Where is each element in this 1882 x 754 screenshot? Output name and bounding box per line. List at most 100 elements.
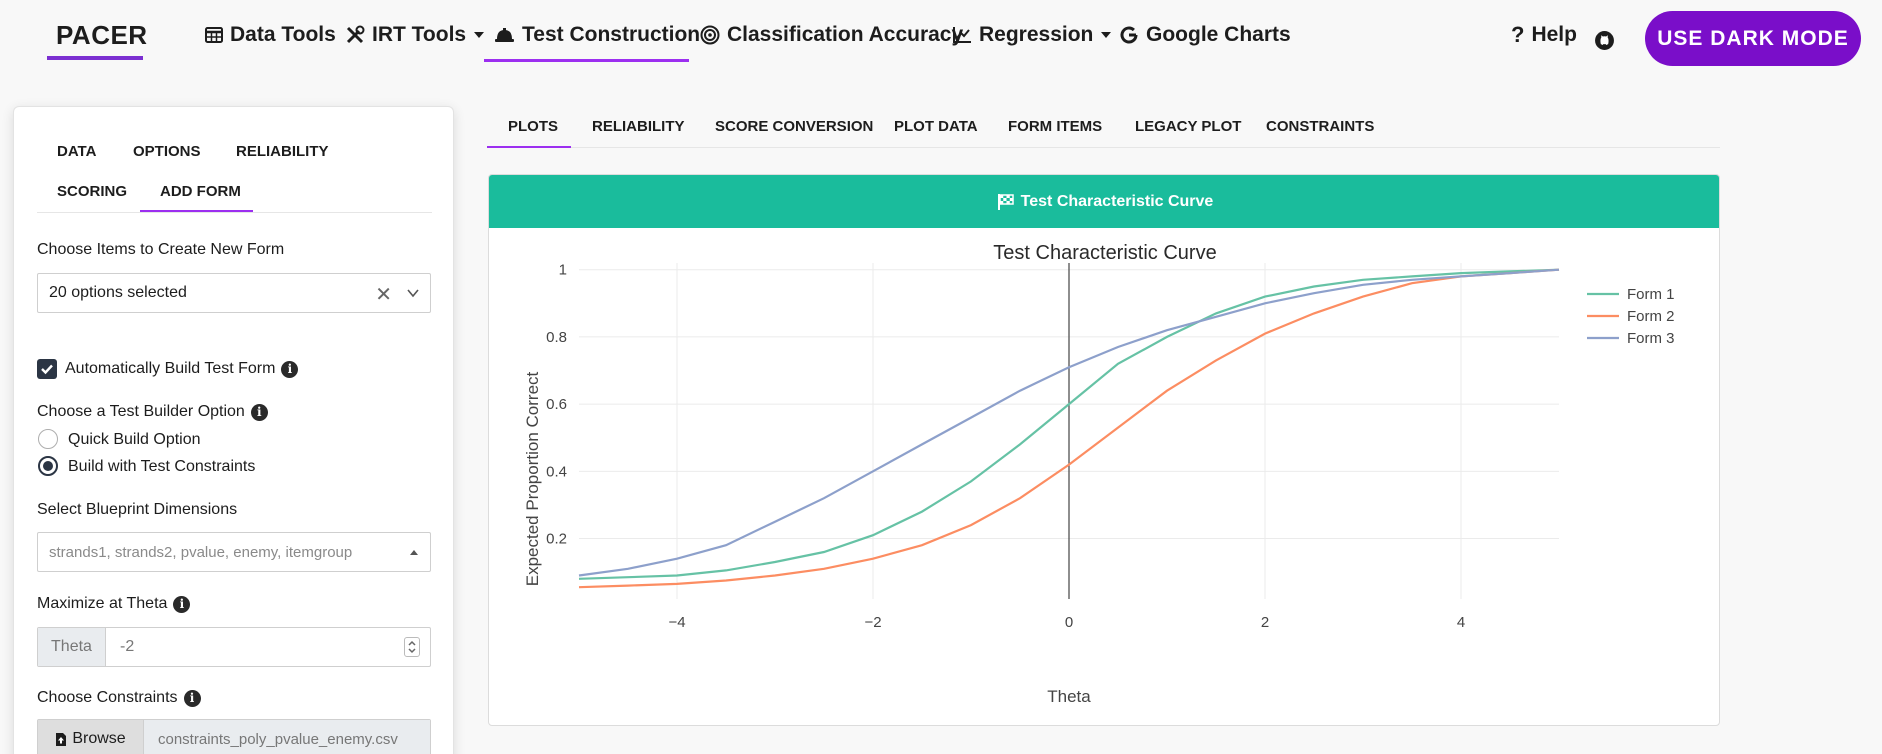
main-tab-divider <box>487 147 1720 148</box>
chart-legend[interactable]: Form 1 Form 2 Form 3 <box>1587 286 1675 347</box>
nav-data-tools-label: Data Tools <box>230 23 336 46</box>
auto-build-label: Automatically Build Test Form i <box>65 360 299 378</box>
x-tick-label: 0 <box>1065 614 1073 631</box>
sidebar-panel: DATA OPTIONS RELIABILITY SCORING ADD FOR… <box>13 106 454 754</box>
nav-test-construction[interactable]: Test Construction <box>494 22 700 48</box>
nav-regression-label: Regression <box>979 23 1094 46</box>
google-icon <box>1120 26 1138 44</box>
builder-label-text: Choose a Test Builder Option <box>37 403 245 420</box>
legend-item[interactable]: Form 2 <box>1627 308 1675 325</box>
items-label: Choose Items to Create New Form <box>37 241 284 259</box>
nav-regression[interactable]: Regression <box>952 22 1112 48</box>
y-tick-label: 1 <box>559 262 567 279</box>
github-link[interactable] <box>1594 27 1615 53</box>
constraints-build-label[interactable]: Build with Test Constraints <box>68 458 256 475</box>
tab-legacy-plot[interactable]: LEGACY PLOT <box>1135 118 1242 135</box>
line-chart-icon <box>953 27 971 43</box>
nav-irt-tools[interactable]: IRT Tools <box>345 22 485 48</box>
constraints-label-text: Choose Constraints <box>37 689 178 706</box>
tab-reliability[interactable]: RELIABILITY <box>592 118 685 135</box>
theta-addon: Theta <box>38 628 106 666</box>
brand-underline <box>47 56 143 60</box>
sidebar-tab-scoring[interactable]: SCORING <box>57 183 128 200</box>
chart-title: Test Characteristic Curve <box>993 242 1216 264</box>
quick-build-radio[interactable] <box>38 429 58 449</box>
items-select[interactable]: 20 options selected ✕ <box>37 273 431 313</box>
legend-item[interactable]: Form 1 <box>1627 286 1675 303</box>
chevron-down-icon <box>407 289 419 298</box>
constraints-label: Choose Constraints i <box>37 689 201 707</box>
builder-label: Choose a Test Builder Option i <box>37 403 268 421</box>
x-tick-label: 2 <box>1261 614 1269 631</box>
info-icon[interactable]: i <box>183 689 201 707</box>
sidebar-tab-options[interactable]: OPTIONS <box>133 143 201 160</box>
sidebar-tab-reliability[interactable]: RELIABILITY <box>236 143 329 160</box>
tcc-card: Test Characteristic Curve Test Character… <box>488 174 1720 726</box>
table-icon <box>205 27 223 43</box>
sidebar-tab-data[interactable]: DATA <box>57 143 97 160</box>
dark-mode-button[interactable]: USE DARK MODE <box>1645 11 1861 66</box>
brand-logo[interactable]: PACER <box>56 20 148 50</box>
x-tick-label: −2 <box>864 614 881 631</box>
card-title: Test Characteristic Curve <box>1020 192 1214 210</box>
bullseye-icon <box>700 25 720 45</box>
series-line-1[interactable] <box>578 268 1560 580</box>
tab-form-items[interactable]: FORM ITEMS <box>1008 118 1103 135</box>
x-axis-title: Theta <box>1047 687 1091 706</box>
chart-series[interactable] <box>578 268 1560 589</box>
tools-icon <box>346 25 365 44</box>
constraints-filename[interactable]: constraints_poly_pvalue_enemy.csv <box>144 720 430 754</box>
y-tick-label: 0.2 <box>546 531 567 548</box>
nav-google-charts-label: Google Charts <box>1146 23 1291 46</box>
github-icon <box>1595 30 1614 50</box>
card-header: Test Characteristic Curve <box>489 175 1719 228</box>
nav-irt-tools-label: IRT Tools <box>372 23 467 46</box>
sidebar-active-tab-indicator <box>140 210 253 212</box>
info-icon[interactable]: i <box>250 403 268 421</box>
sidebar-tab-add-form[interactable]: ADD FORM <box>160 183 241 200</box>
chart-axes: −4 −2 0 2 4 0.2 0.4 0.6 0.8 1 <box>546 262 1465 631</box>
info-icon[interactable]: i <box>173 595 191 613</box>
flag-checkered-icon <box>997 193 1014 210</box>
theta-value: -2 <box>120 638 135 655</box>
nav-google-charts[interactable]: Google Charts <box>1119 22 1291 48</box>
x-tick-label: −4 <box>668 614 685 631</box>
constraints-filename-text: constraints_poly_pvalue_enemy.csv <box>158 730 398 748</box>
tab-plot-data[interactable]: PLOT DATA <box>894 118 978 135</box>
theta-input-group: Theta -2 <box>37 627 431 667</box>
series-line-3[interactable] <box>578 268 1560 577</box>
nav-data-tools[interactable]: Data Tools <box>205 22 336 48</box>
tab-constraints[interactable]: CONSTRAINTS <box>1266 118 1375 135</box>
auto-build-checkbox[interactable] <box>37 359 57 379</box>
nav-active-indicator <box>484 59 689 62</box>
legend-item[interactable]: Form 3 <box>1627 330 1675 347</box>
caret-down-icon <box>1101 32 1112 38</box>
tcc-chart[interactable]: Test Characteristic Curve −4 −2 0 2 4 0.2 0.4 0… <box>489 228 1720 725</box>
theta-spinner[interactable] <box>404 637 420 657</box>
blueprint-label-text: Select Blueprint Dimensions <box>37 501 238 518</box>
info-icon[interactable]: i <box>281 360 299 378</box>
tab-plots[interactable]: PLOTS <box>508 118 559 135</box>
clear-icon[interactable]: ✕ <box>375 284 392 306</box>
tab-score-conversion[interactable]: SCORE CONVERSION <box>715 118 874 135</box>
blueprint-select[interactable]: strands1, strands2, pvalue, enemy, itemg… <box>37 532 431 572</box>
nav-help[interactable]: ? Help <box>1511 22 1577 48</box>
hard-hat-icon <box>495 28 514 42</box>
quick-build-label[interactable]: Quick Build Option <box>68 431 201 448</box>
y-tick-label: 0.4 <box>546 463 567 480</box>
series-line-2[interactable] <box>578 268 1560 589</box>
theta-input[interactable]: -2 <box>106 628 430 666</box>
nav-test-construction-label: Test Construction <box>522 23 701 46</box>
blueprint-placeholder: strands1, strands2, pvalue, enemy, itemg… <box>49 543 353 561</box>
main-active-tab-indicator <box>487 146 571 148</box>
items-label-text: Choose Items to Create New Form <box>37 241 285 258</box>
browse-button[interactable]: Browse <box>38 720 144 754</box>
auto-build-label-text: Automatically Build Test Form <box>65 360 276 377</box>
y-tick-label: 0.8 <box>546 329 567 346</box>
file-upload-icon <box>56 732 67 746</box>
y-axis-title: Expected Proportion Correct <box>523 371 542 586</box>
constraints-build-radio[interactable] <box>38 456 58 476</box>
nav-help-label: Help <box>1531 23 1577 46</box>
question-icon: ? <box>1511 22 1525 47</box>
nav-classification-accuracy[interactable]: Classification Accuracy <box>700 22 963 48</box>
